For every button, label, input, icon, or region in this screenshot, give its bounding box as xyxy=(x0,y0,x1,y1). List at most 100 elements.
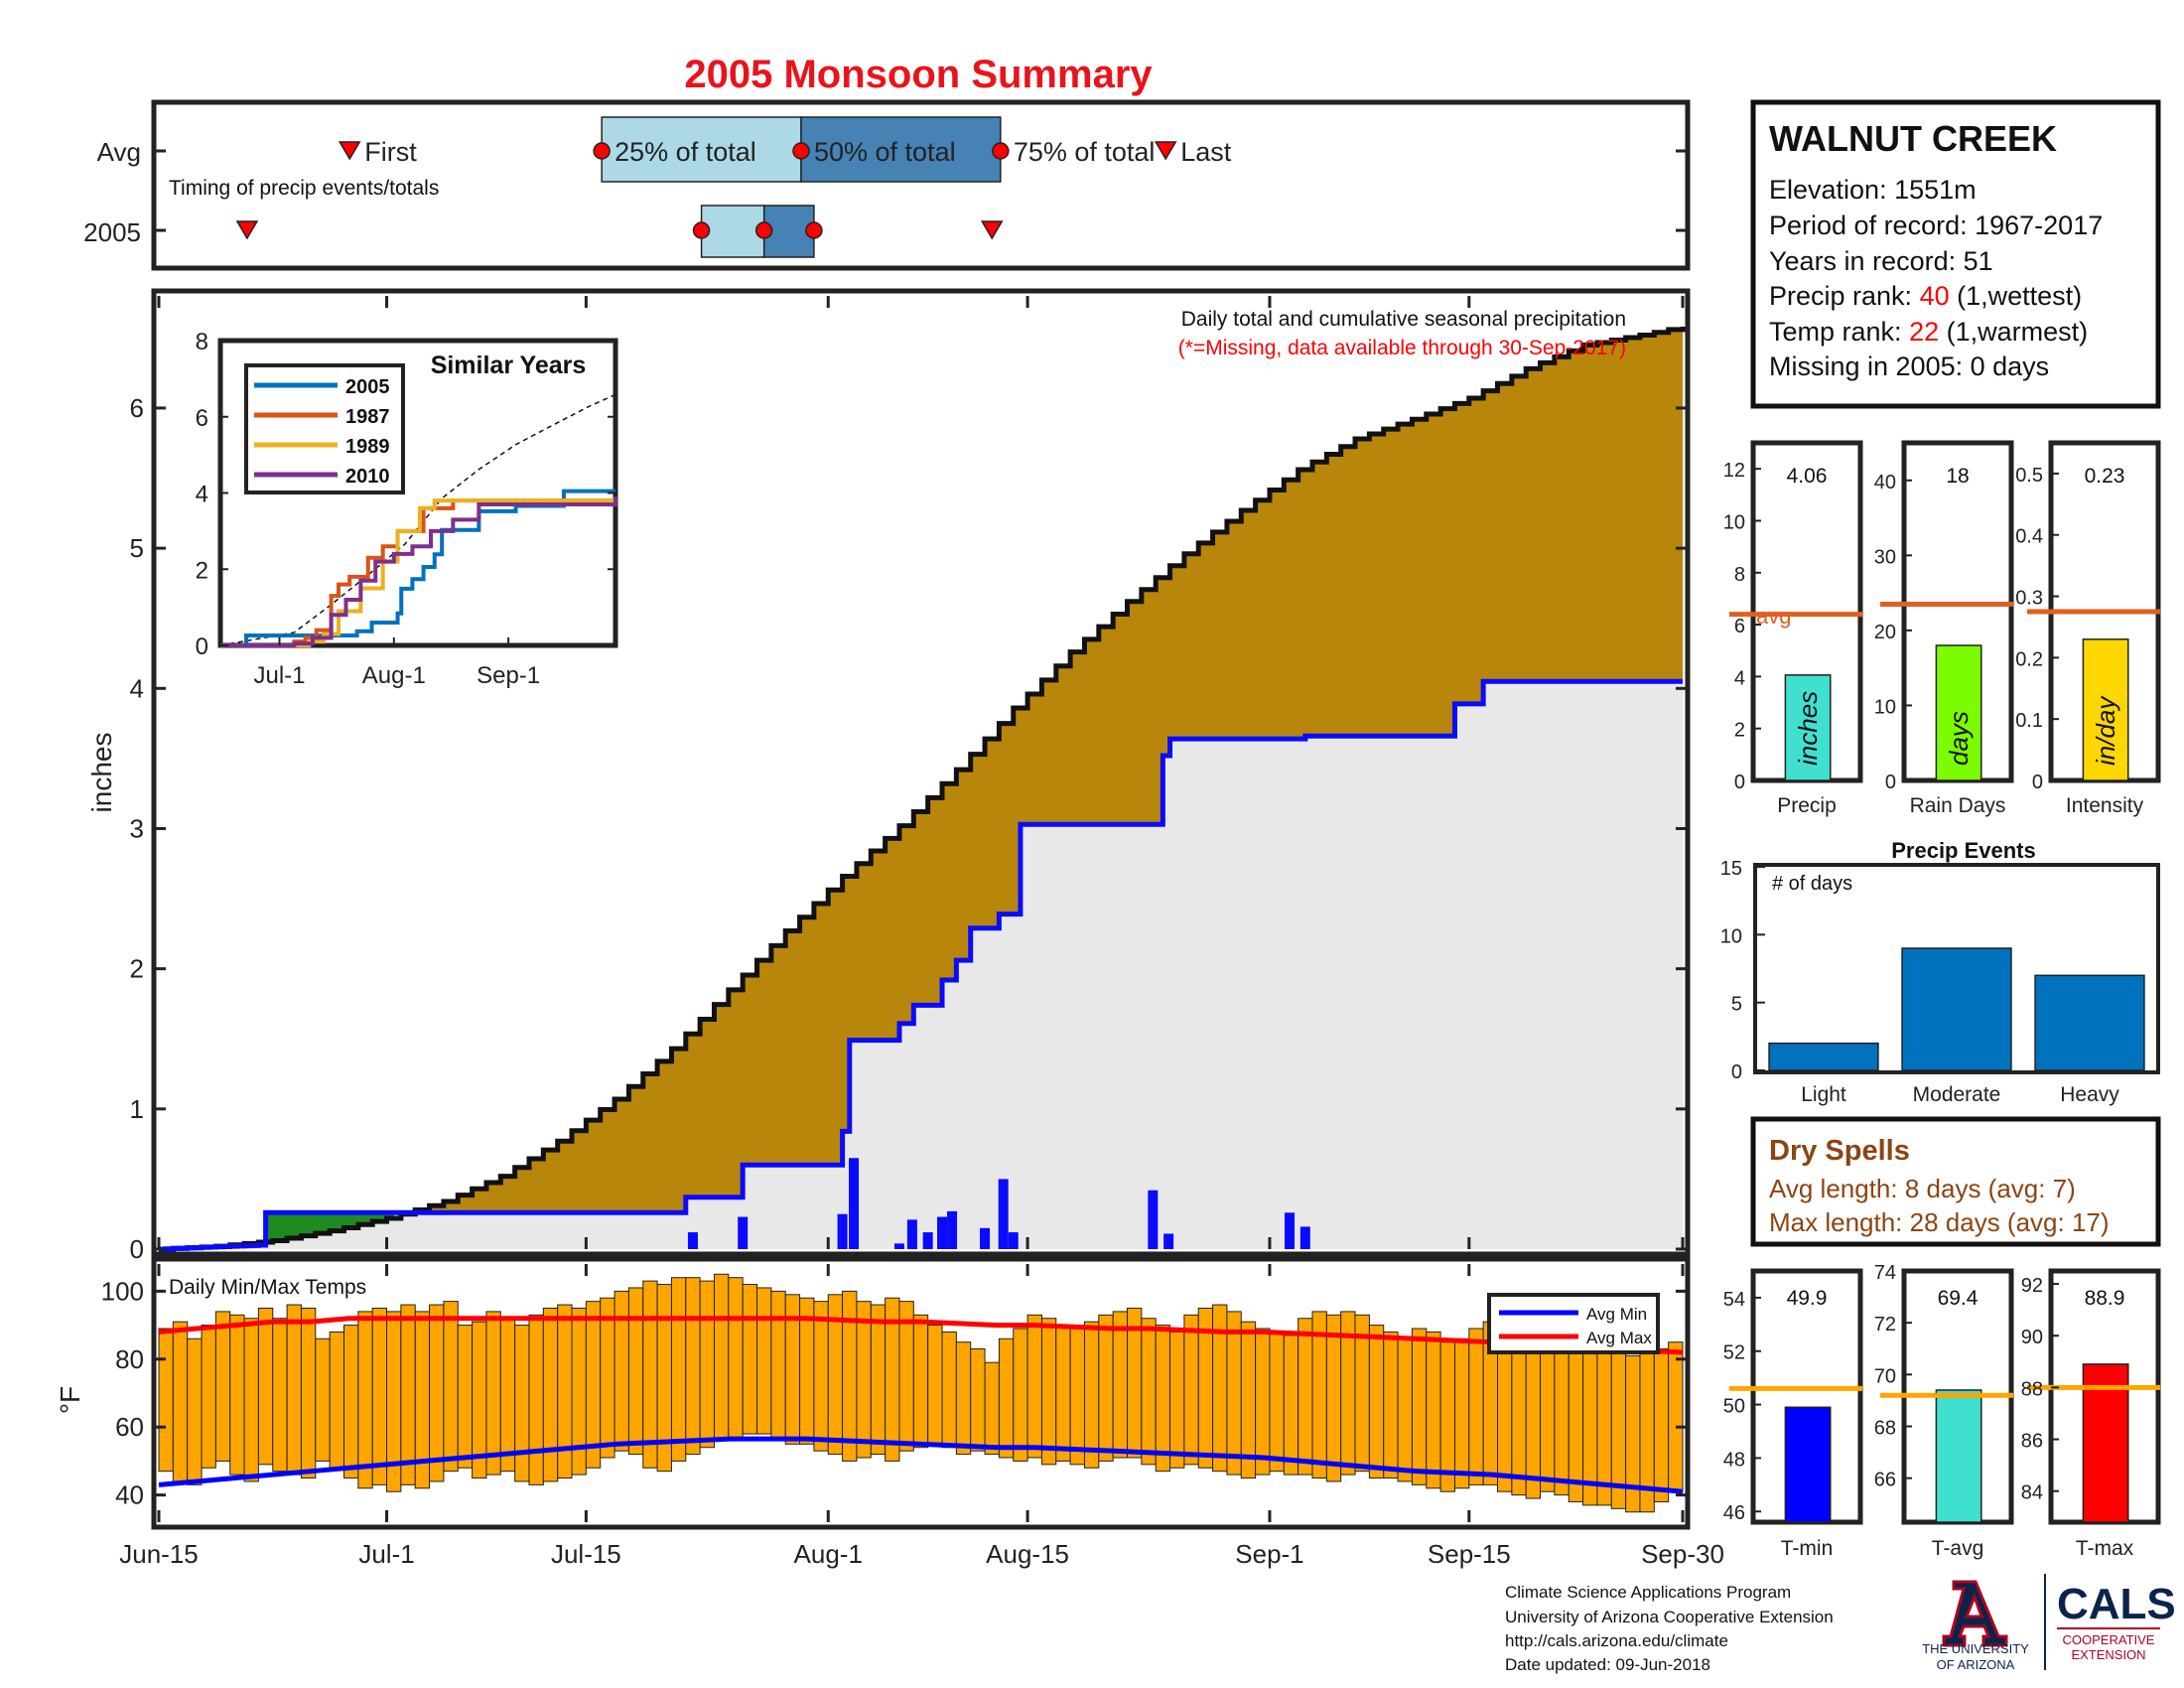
precip-value-label: 4.06 xyxy=(1787,465,1828,488)
temp-legend: Avg Min Avg Max xyxy=(1487,1293,1660,1354)
avg-p25-marker xyxy=(593,142,611,160)
rain-days-y-tick-label: 20 xyxy=(1874,622,1896,643)
intensity-y-tick-label: 0.4 xyxy=(2015,526,2043,548)
daily-temp-range-bar xyxy=(243,1318,259,1482)
temp-chart-frame xyxy=(151,1256,1691,1530)
avg-p50-label: 50% of total xyxy=(814,137,956,167)
tavg-y-tick-label: 72 xyxy=(1874,1314,1896,1336)
daily-temp-range-bar xyxy=(1468,1328,1484,1485)
temp-chart-title: Daily Min/Max Temps xyxy=(169,1276,366,1299)
inset-y-tick-label: 4 xyxy=(196,482,208,508)
precip-event-category-label: Heavy xyxy=(2060,1083,2119,1106)
university-of-arizona-logo: THE UNIVERSITY OF ARIZONA xyxy=(1922,1580,2029,1672)
daily-temp-range-bar xyxy=(856,1301,872,1459)
temperature-summary-bars: 49.9 46 48 50 52 54 T-min 69.4 66 68 70 72 74 T-avg 88… xyxy=(1723,1262,2161,1560)
precip-y-tick-label: 0 xyxy=(1734,772,1745,793)
dry-spells-box: Dry Spells Avg length: 8 days (avg: 7) M… xyxy=(1750,1116,2161,1247)
precip-category-label: Precip xyxy=(1777,794,1837,817)
daily-temp-range-bar xyxy=(201,1325,216,1469)
daily-temp-range-bar xyxy=(1325,1314,1342,1482)
daily-temp-range-bar xyxy=(1226,1311,1242,1476)
tmax-y-tick-label: 92 xyxy=(2021,1275,2043,1297)
precip-chart-title: Daily total and cumulative seasonal prec… xyxy=(1181,308,1626,331)
ua-logo-line-1: THE UNIVERSITY xyxy=(1922,1641,2029,1656)
precip-y-tick-label: 3 xyxy=(130,813,144,843)
daily-precip-bar xyxy=(849,1158,860,1249)
intensity-value-label: 0.23 xyxy=(2085,465,2125,488)
daily-precip-bar xyxy=(837,1213,848,1249)
daily-temp-range-bar xyxy=(685,1277,701,1456)
precip-events-ylabel: # of days xyxy=(1772,873,1852,895)
inset-legend-label: 1987 xyxy=(345,406,390,428)
daily-temp-range-bar xyxy=(614,1290,629,1452)
daily-temp-range-bar xyxy=(542,1307,559,1482)
legend-avg-max-label: Avg Max xyxy=(1586,1329,1652,1347)
daily-temp-range-bar xyxy=(912,1314,929,1449)
avg-p50-marker xyxy=(792,142,810,160)
daily-temp-range-bar xyxy=(528,1314,544,1485)
daily-temp-range-bar xyxy=(1568,1335,1584,1502)
year-2005-cumulative-line xyxy=(159,678,1683,1252)
avg-last-label: Last xyxy=(1180,137,1232,167)
daily-temp-range-bar xyxy=(1183,1314,1199,1466)
daily-temp-range-bar xyxy=(1283,1335,1299,1476)
precip-y-tick-label: 4 xyxy=(130,673,144,703)
daily-temp-range-bar xyxy=(1426,1331,1441,1489)
daily-temp-range-bar xyxy=(842,1290,858,1462)
daily-precip-bar xyxy=(893,1243,904,1249)
tavg-value-label: 69.4 xyxy=(1938,1287,1979,1310)
inset-title: Similar Years xyxy=(431,352,587,379)
y2005-p25-marker xyxy=(692,221,711,239)
x-tick-label: Sep-1 xyxy=(1235,1539,1303,1569)
daily-temp-range-bar xyxy=(941,1331,957,1449)
tmin-value-label: 49.9 xyxy=(1787,1287,1828,1310)
temp-rank-suffix: (1,warmest) xyxy=(1939,317,2088,347)
tmin-y-tick-label: 50 xyxy=(1723,1396,1745,1418)
daily-temp-range-bar xyxy=(1013,1328,1028,1462)
tmax-summary-bar xyxy=(2082,1363,2129,1523)
daily-precip-bar xyxy=(1148,1190,1159,1249)
tmax-y-tick-label: 88 xyxy=(2021,1378,2043,1400)
tavg-y-tick-label: 74 xyxy=(1874,1262,1896,1284)
rain-days-y-tick-label: 40 xyxy=(1874,472,1896,493)
daily-temp-range-bar xyxy=(1596,1344,1612,1506)
ua-logo-line-2: OF ARIZONA xyxy=(1937,1657,2015,1672)
tmax-category-label: T-max xyxy=(2076,1537,2134,1560)
daily-temp-range-bar xyxy=(955,1341,972,1456)
precip-y-tick-label: 12 xyxy=(1723,460,1745,482)
intensity-category-label: Intensity xyxy=(2066,794,2144,817)
daily-temp-range-bar xyxy=(713,1273,730,1442)
inset-legend-label: 1989 xyxy=(345,436,390,458)
precip-events-chart: Precip Events Light Moderate Heavy 0 5 10 15 #… xyxy=(1720,838,2160,1106)
events-y-tick-label: 10 xyxy=(1720,925,1742,947)
daily-temp-range-bar xyxy=(329,1331,344,1469)
precip-chart-note: (*=Missing, data available through 30-Se… xyxy=(1178,337,1626,359)
daily-temp-range-bar xyxy=(1269,1331,1285,1473)
precip-chart: 0 1 2 3 4 5 6 inches Daily total and cumulativ… xyxy=(86,288,1691,1264)
temp-y-tick-label: 80 xyxy=(115,1344,144,1374)
precip-event-bar-moderate xyxy=(1901,947,2012,1071)
inset-y-tick-label: 8 xyxy=(196,329,208,355)
daily-precip-bar xyxy=(980,1227,991,1249)
station-name: WALNUT CREEK xyxy=(1769,118,2057,159)
temp-chart: 40 60 80 100 °F Daily Min/Max Temps Avg Min… xyxy=(55,1256,1691,1530)
station-info-frame xyxy=(1750,99,2161,409)
dry-spells-max-length: Max length: 28 days (avg: 17) xyxy=(1769,1207,2110,1237)
temp-y-label: °F xyxy=(55,1386,85,1414)
daily-precip-bar xyxy=(947,1210,958,1249)
dry-spells-avg-length: Avg length: 8 days (avg: 7) xyxy=(1769,1174,2076,1203)
avg-p75-marker xyxy=(992,142,1010,160)
precip-y-axis: 0 1 2 3 4 5 6 xyxy=(130,393,1688,1264)
inset-plot: 0 2 4 6 8 Jul-1 Aug-1 Sep-1 xyxy=(196,329,617,689)
inset-y-tick-label: 0 xyxy=(196,633,208,660)
precip-events-plot: Light Moderate Heavy 0 5 10 15 xyxy=(1720,858,2156,1106)
timing-panel: Avg 2005 Timing of precip events/totals … xyxy=(83,99,1691,271)
timing-row-label-2005: 2005 xyxy=(83,217,141,247)
avg-first-label: First xyxy=(364,137,417,167)
timing-marks: First 25% of total 50% of total 75% of tota… xyxy=(154,116,1688,258)
daily-temp-range-bar xyxy=(443,1301,459,1473)
intensity-unit-label: in/day xyxy=(2091,695,2120,766)
temp-y-tick-label: 40 xyxy=(115,1480,144,1510)
precip-summary-bar xyxy=(1784,674,1832,781)
